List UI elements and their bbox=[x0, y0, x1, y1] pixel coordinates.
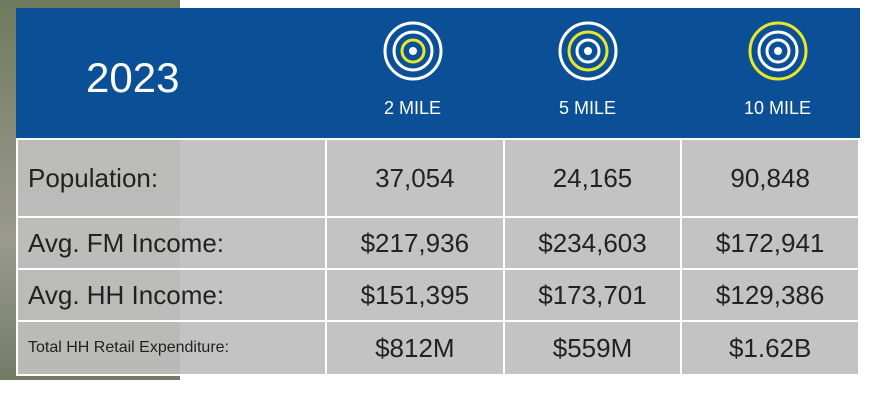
table-row: Avg. HH Income:$151,395$173,701$129,386 bbox=[17, 269, 859, 321]
cell-value: $234,603 bbox=[504, 217, 682, 269]
radius-icon bbox=[557, 20, 619, 82]
table-row: Avg. FM Income:$217,936$234,603$172,941 bbox=[17, 217, 859, 269]
row-label: Population: bbox=[17, 139, 326, 217]
cell-value: $559M bbox=[504, 321, 682, 375]
cell-value: 24,165 bbox=[504, 139, 682, 217]
year: 2023 bbox=[86, 54, 179, 102]
cell-value: $217,936 bbox=[326, 217, 504, 269]
cell-value: $172,941 bbox=[681, 217, 859, 269]
column-label: 5 MILE bbox=[500, 98, 675, 119]
cell-value: 37,054 bbox=[326, 139, 504, 217]
cell-value: $1.62B bbox=[681, 321, 859, 375]
column-label: 2 MILE bbox=[325, 98, 500, 119]
radius-icon bbox=[747, 20, 809, 82]
row-label: Total HH Retail Expenditure: bbox=[17, 321, 326, 375]
cell-value: $151,395 bbox=[326, 269, 504, 321]
cell-value: $812M bbox=[326, 321, 504, 375]
cell-value: 90,848 bbox=[681, 139, 859, 217]
column-header: 2 MILE bbox=[325, 8, 500, 138]
row-label: Avg. FM Income: bbox=[17, 217, 326, 269]
column-label: 10 MILE bbox=[690, 98, 865, 119]
cell-value: $173,701 bbox=[504, 269, 682, 321]
column-header: 5 MILE bbox=[500, 8, 675, 138]
radius-icon bbox=[382, 20, 444, 82]
page: 2023 2 MILE 5 MILE 10 MILE Population:37… bbox=[0, 0, 873, 401]
column-header: 10 MILE bbox=[690, 8, 865, 138]
cell-value: $129,386 bbox=[681, 269, 859, 321]
blank bbox=[0, 380, 873, 401]
row-label: Avg. HH Income: bbox=[17, 269, 326, 321]
table-row: Total HH Retail Expenditure:$812M$559M$1… bbox=[17, 321, 859, 375]
header: 2023 2 MILE 5 MILE 10 MILE bbox=[16, 8, 860, 138]
